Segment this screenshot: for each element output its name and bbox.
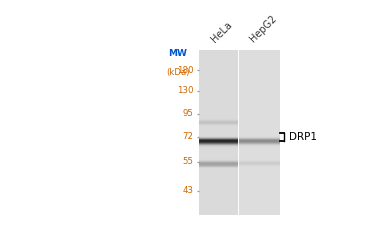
Bar (199, 50, 280, 215)
Text: 72: 72 (183, 132, 194, 141)
Text: DRP1: DRP1 (289, 132, 317, 142)
Text: 180: 180 (177, 66, 194, 75)
Text: 130: 130 (177, 86, 194, 95)
Text: HeLa: HeLa (210, 20, 234, 44)
Text: 95: 95 (183, 109, 194, 118)
Text: 55: 55 (183, 157, 194, 166)
Text: 43: 43 (183, 186, 194, 195)
Text: (kDa): (kDa) (166, 68, 190, 76)
Text: HepG2: HepG2 (248, 14, 279, 44)
Text: MW: MW (169, 49, 187, 58)
